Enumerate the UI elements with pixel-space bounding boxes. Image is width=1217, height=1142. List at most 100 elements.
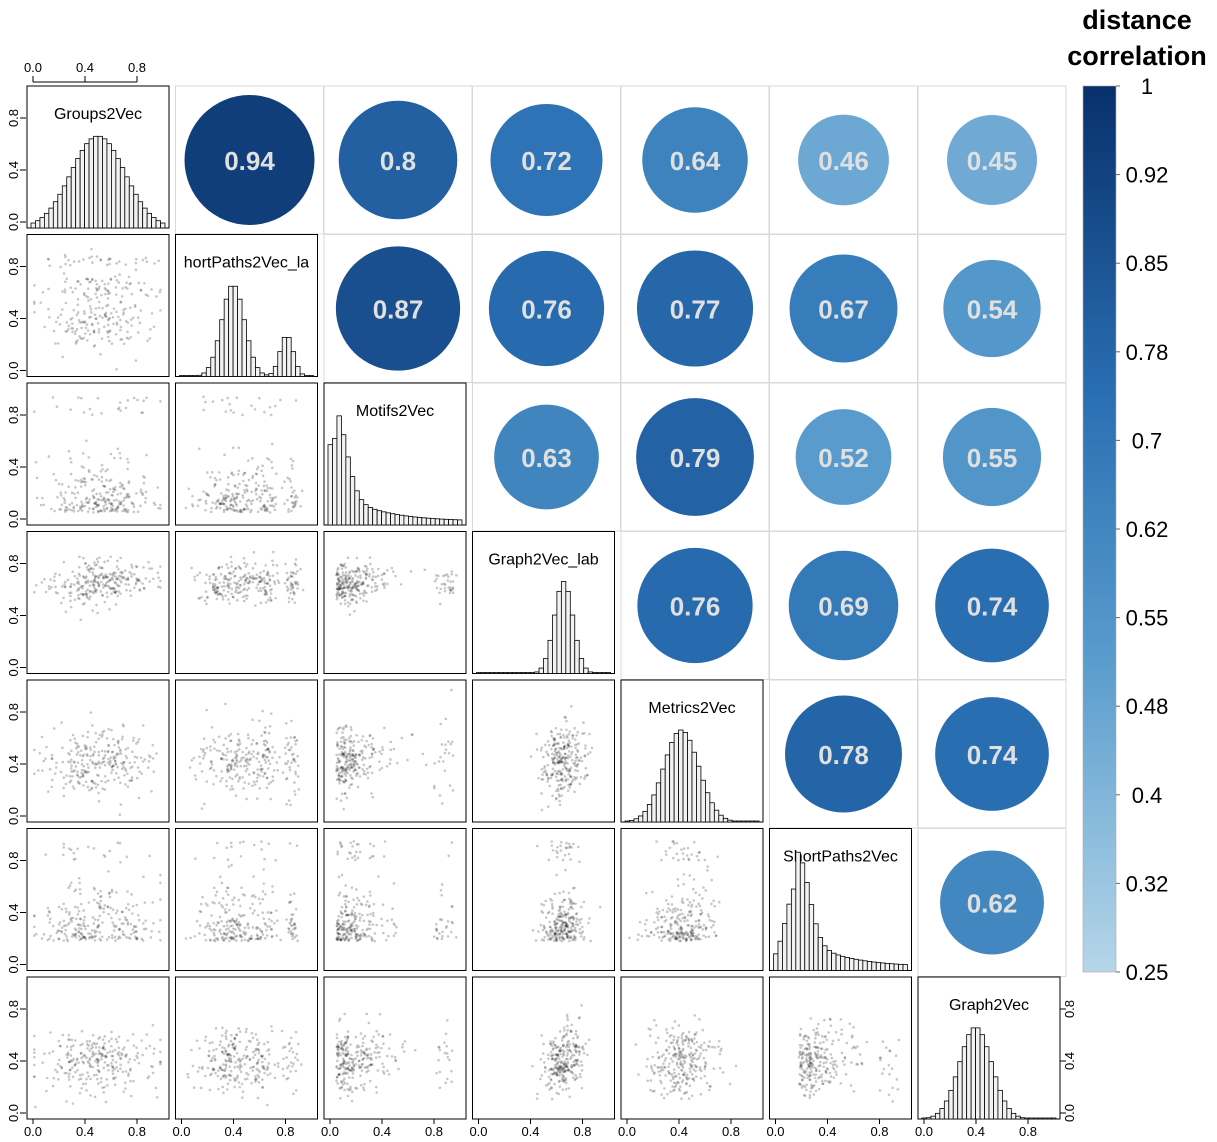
panel-r5-c4: [620, 828, 764, 971]
scatter-point: [292, 592, 296, 596]
scatter-point: [111, 768, 114, 772]
scatter-point: [380, 766, 384, 770]
scatter-point: [640, 934, 644, 938]
scatter-point: [122, 342, 126, 346]
scatter-point: [103, 312, 107, 316]
scatter-point: [119, 860, 122, 864]
scatter-point: [557, 909, 561, 912]
scatter-point: [235, 599, 239, 602]
scatter-point: [373, 939, 376, 943]
scatter-point: [264, 601, 268, 604]
scatter-point: [119, 328, 122, 332]
hist-bar: [119, 167, 126, 229]
scatter-point: [285, 736, 288, 740]
scatter-point: [251, 566, 255, 570]
scatter-point: [349, 841, 353, 845]
corr-value: 0.76: [521, 295, 572, 325]
scatter-point: [252, 755, 256, 759]
scatter-point: [443, 1041, 446, 1044]
scatter-point: [78, 574, 82, 577]
scatter-point: [141, 492, 144, 495]
scatter-point: [98, 492, 102, 495]
scatter-point: [233, 575, 236, 578]
scatter-point: [289, 929, 293, 933]
scatter-point: [124, 510, 128, 513]
scatter-point: [254, 472, 258, 476]
scatter-point: [238, 1040, 242, 1044]
hist-bar: [115, 158, 121, 229]
scatter-point: [348, 748, 352, 752]
hist-bar: [875, 962, 882, 971]
scatter-point: [107, 499, 111, 502]
scatter-point: [637, 933, 640, 937]
scatter-point: [84, 1082, 87, 1085]
scatter-point: [263, 489, 267, 492]
scatter-point: [451, 905, 454, 908]
scatter-point: [33, 1075, 36, 1078]
scatter-point: [559, 773, 562, 776]
scatter-point: [76, 912, 80, 916]
scatter-point: [208, 927, 212, 930]
scatter-point: [242, 756, 245, 759]
scatter-point: [236, 1074, 239, 1077]
hist-bar: [443, 518, 449, 526]
scatter-point: [91, 754, 95, 757]
scatter-point: [106, 297, 110, 300]
scatter-point: [576, 750, 580, 753]
scatter-point: [68, 753, 72, 756]
scatter-point: [257, 1058, 260, 1062]
scatter-point: [681, 912, 684, 916]
scatter-point: [113, 488, 117, 492]
scatter-point: [60, 483, 64, 486]
scatter-point: [562, 938, 566, 941]
scatter-point: [263, 503, 266, 507]
hist-bar: [372, 508, 378, 526]
scatter-point: [81, 504, 85, 508]
scatter-point: [94, 740, 98, 744]
scatter-point: [86, 785, 90, 789]
scatter-point: [370, 792, 373, 795]
scatter-point: [78, 321, 82, 324]
scatter-point: [221, 1068, 224, 1072]
scatter-point: [78, 892, 82, 896]
scatter-point: [250, 404, 253, 408]
scatter-point: [350, 913, 353, 917]
scatter-point: [565, 841, 568, 845]
scatter-point: [33, 1034, 36, 1038]
scatter-point: [110, 587, 114, 590]
scatter-point: [336, 576, 340, 580]
scatter-point: [64, 280, 67, 284]
scatter-point: [259, 764, 263, 767]
hist-bar: [403, 515, 409, 526]
scatter-point: [86, 588, 90, 591]
scatter-point: [204, 502, 208, 505]
scatter-point: [84, 326, 88, 330]
scatter-point: [101, 306, 104, 310]
hist-bar: [866, 961, 873, 971]
scatter-point: [250, 784, 254, 788]
scatter-point: [694, 934, 698, 938]
scatter-point: [75, 753, 79, 756]
hist-bar: [849, 958, 855, 971]
scatter-point: [382, 1072, 386, 1075]
scatter-point: [573, 790, 576, 794]
scatter-point: [238, 841, 242, 844]
hist-bar: [601, 672, 607, 674]
scatter-point: [58, 921, 62, 924]
scatter-point: [346, 857, 349, 861]
scatter-point: [376, 567, 380, 571]
scatter-point: [91, 277, 94, 281]
scatter-point: [446, 579, 450, 582]
scatter-point: [51, 1050, 55, 1053]
scatter-point: [124, 406, 128, 410]
scatter-point: [229, 503, 233, 507]
scatter-point: [94, 279, 97, 283]
scatter-point: [267, 1062, 271, 1065]
scatter-point: [263, 585, 266, 589]
scatter-point: [686, 931, 689, 935]
scatter-point: [386, 919, 389, 923]
scatter-point: [106, 1084, 109, 1087]
scatter-point: [56, 1062, 60, 1066]
scatter-point: [116, 506, 120, 509]
